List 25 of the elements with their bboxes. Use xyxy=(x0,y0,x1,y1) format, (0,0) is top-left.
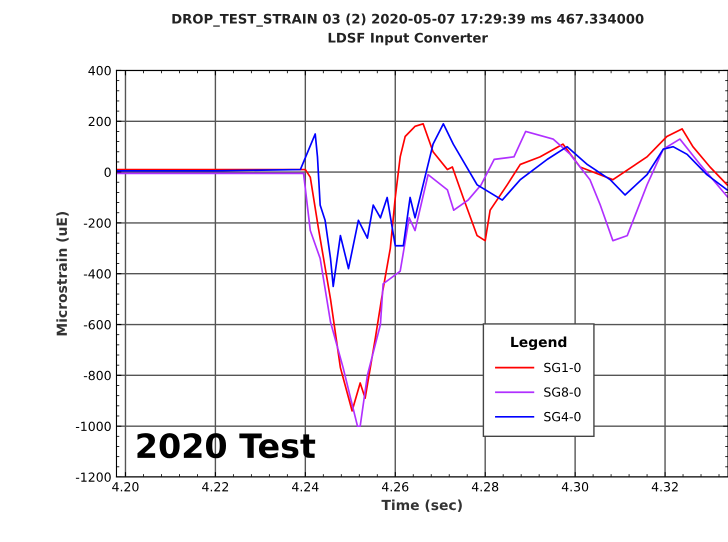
y-tick-label: -400 xyxy=(84,269,111,279)
x-tick-label: 4.30 xyxy=(562,482,588,492)
x-tick-label: 4.24 xyxy=(292,482,319,492)
legend-label: SG4-0 xyxy=(544,412,581,422)
y-tick-label: 400 xyxy=(88,66,111,76)
legend-title: Legend xyxy=(511,336,566,350)
y-tick-label: 200 xyxy=(88,116,111,126)
x-tick-label: 4.26 xyxy=(382,482,408,492)
legend-label: SG8-0 xyxy=(544,387,581,397)
x-tick-label: 4.32 xyxy=(652,482,678,492)
y-axis-title: Microstrain (uE) xyxy=(56,212,69,336)
x-tick-label: 4.20 xyxy=(112,482,139,492)
y-tick-label: -800 xyxy=(84,370,111,380)
line-series xyxy=(116,122,728,288)
x-tick-label: 4.22 xyxy=(202,482,228,492)
y-tick-label: -1200 xyxy=(76,472,111,482)
y-tick-label: -1000 xyxy=(76,422,111,432)
y-tick-label: 0 xyxy=(104,168,111,178)
x-tick-label: 4.28 xyxy=(472,482,498,492)
chart-subtitle: LDSF Input Converter xyxy=(328,32,488,46)
legend-label: SG1-0 xyxy=(544,362,581,372)
chart-title: DROP_TEST_STRAIN 03 (2) 2020-05-07 17:29:39 ms 467.334000 xyxy=(172,14,644,27)
x-axis-title: Time (sec) xyxy=(382,499,462,512)
y-tick-label: -200 xyxy=(84,218,111,228)
y-tick-label: -600 xyxy=(84,320,111,330)
